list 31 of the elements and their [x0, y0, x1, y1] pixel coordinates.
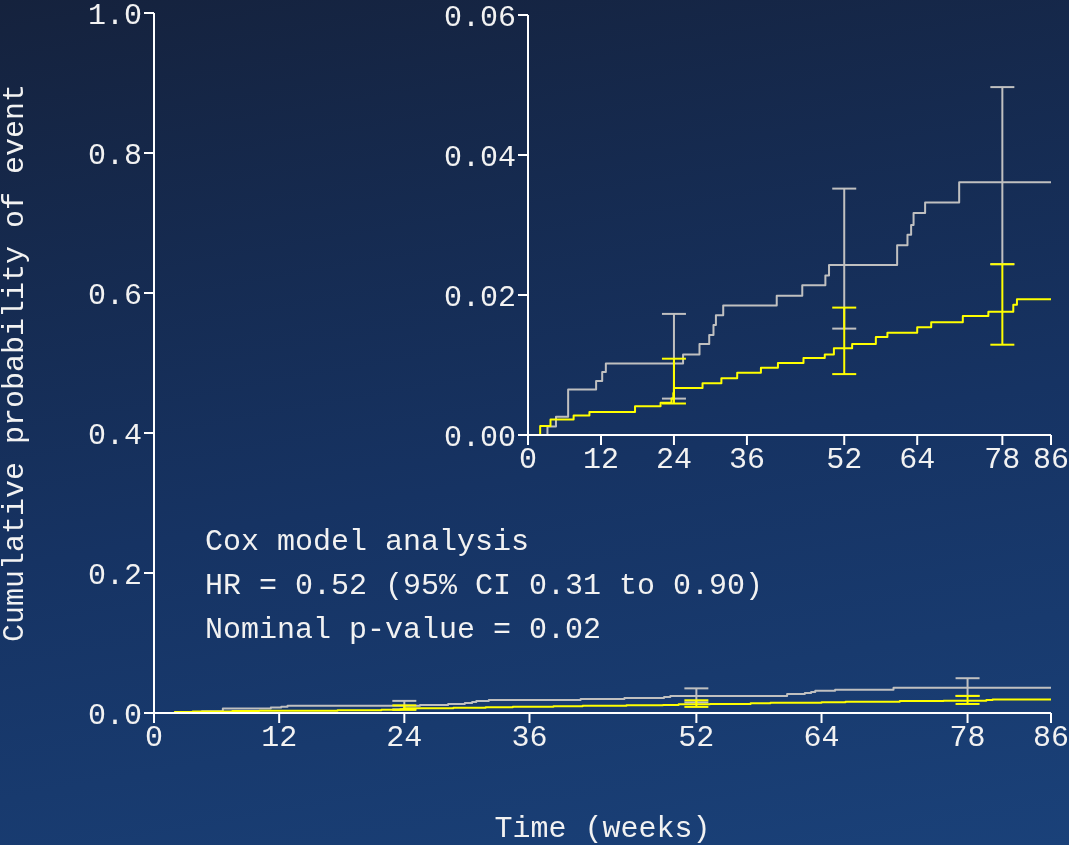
- x-axis-title: Time (weeks): [494, 812, 711, 845]
- x-tick-label: 24: [386, 721, 423, 756]
- y-tick-label: 1.0: [87, 0, 142, 33]
- x-tick-label: 78: [949, 721, 986, 756]
- y-axis-title: Cumulative probability of event: [0, 83, 32, 643]
- y-tick-label: 0.4: [87, 418, 142, 453]
- x-tick-label: 52: [678, 721, 715, 756]
- annotation: Nominal p-value = 0.02: [205, 612, 603, 649]
- y-tick-label: 0.04: [443, 140, 516, 175]
- x-tick-label: 52: [826, 443, 863, 478]
- x-tick-label: 36: [511, 721, 548, 756]
- x-tick-label: 64: [899, 443, 936, 478]
- y-tick-label: 0.06: [443, 0, 516, 35]
- x-tick-label: 12: [261, 721, 298, 756]
- x-tick-label: 36: [728, 443, 765, 478]
- y-tick-label: 0.2: [87, 558, 142, 593]
- annotation: HR = 0.52 (95% CI 0.31 to 0.90): [205, 568, 764, 605]
- x-tick-label: 12: [582, 443, 619, 478]
- x-tick-label: 86: [1032, 721, 1069, 756]
- y-tick-label: 0.0: [87, 698, 142, 733]
- x-tick-label: 86: [1032, 443, 1069, 478]
- y-tick-label: 0.02: [443, 280, 516, 315]
- x-tick-label: 24: [655, 443, 692, 478]
- x-tick-label: 64: [803, 721, 840, 756]
- y-tick-label: 0.00: [443, 420, 516, 455]
- annotation: Cox model analysis: [205, 524, 531, 561]
- y-tick-label: 0.6: [87, 278, 142, 313]
- x-tick-label: 0: [144, 721, 164, 756]
- y-tick-label: 0.8: [87, 138, 142, 173]
- x-tick-label: 0: [518, 443, 538, 478]
- x-tick-label: 78: [984, 443, 1021, 478]
